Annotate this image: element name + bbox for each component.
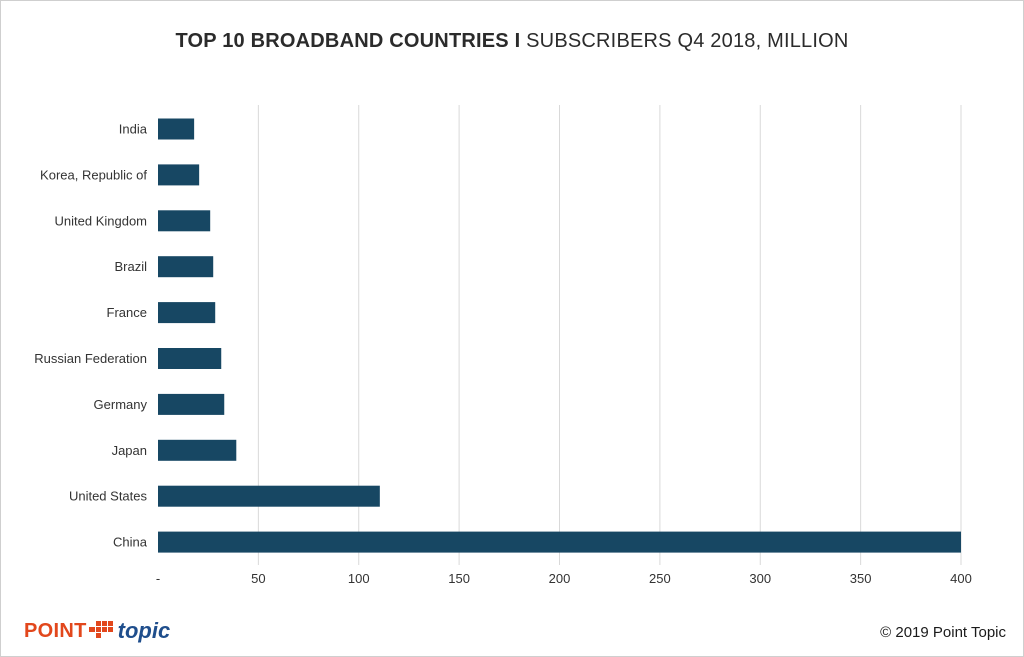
copyright-text: © 2019 Point Topic bbox=[880, 624, 1006, 641]
logo-topic-text: topic bbox=[117, 618, 171, 643]
logo-point-text: POINT bbox=[24, 619, 87, 642]
x-tick-label: 50 bbox=[251, 571, 265, 586]
category-label: China bbox=[113, 535, 148, 550]
bar bbox=[158, 256, 214, 278]
x-tick-label: 150 bbox=[448, 571, 470, 586]
bar bbox=[158, 485, 380, 507]
logo-squares-icon bbox=[88, 621, 113, 638]
category-label: Germany bbox=[94, 397, 148, 412]
chart-title: TOP 10 BROADBAND COUNTRIES I SUBSCRIBERS… bbox=[0, 30, 1024, 53]
bar bbox=[158, 118, 195, 140]
category-label: India bbox=[119, 122, 148, 137]
title-rest: SUBSCRIBERS Q4 2018, MILLION bbox=[520, 30, 849, 52]
x-tick-label: 200 bbox=[549, 571, 571, 586]
bar bbox=[158, 393, 225, 415]
category-label: United States bbox=[69, 489, 148, 504]
category-label: France bbox=[107, 305, 147, 320]
bar bbox=[158, 439, 237, 461]
bar bbox=[158, 302, 216, 324]
bar bbox=[158, 531, 961, 553]
x-tick-label: 250 bbox=[649, 571, 671, 586]
bar bbox=[158, 164, 200, 186]
category-label: Russian Federation bbox=[34, 351, 147, 366]
category-label: Japan bbox=[112, 443, 147, 458]
title-bold: TOP 10 BROADBAND COUNTRIES I bbox=[175, 30, 521, 52]
x-tick-label: 100 bbox=[348, 571, 370, 586]
x-tick-label: 300 bbox=[749, 571, 771, 586]
category-label: United Kingdom bbox=[55, 213, 148, 228]
bar bbox=[158, 348, 222, 369]
bar bbox=[158, 210, 211, 232]
x-tick-label: 350 bbox=[850, 571, 872, 586]
category-label: Korea, Republic of bbox=[40, 167, 147, 182]
x-tick-label: - bbox=[156, 571, 160, 586]
point-topic-logo: POINT topic bbox=[24, 618, 170, 644]
category-label: Brazil bbox=[114, 259, 147, 274]
x-tick-label: 400 bbox=[950, 571, 972, 586]
